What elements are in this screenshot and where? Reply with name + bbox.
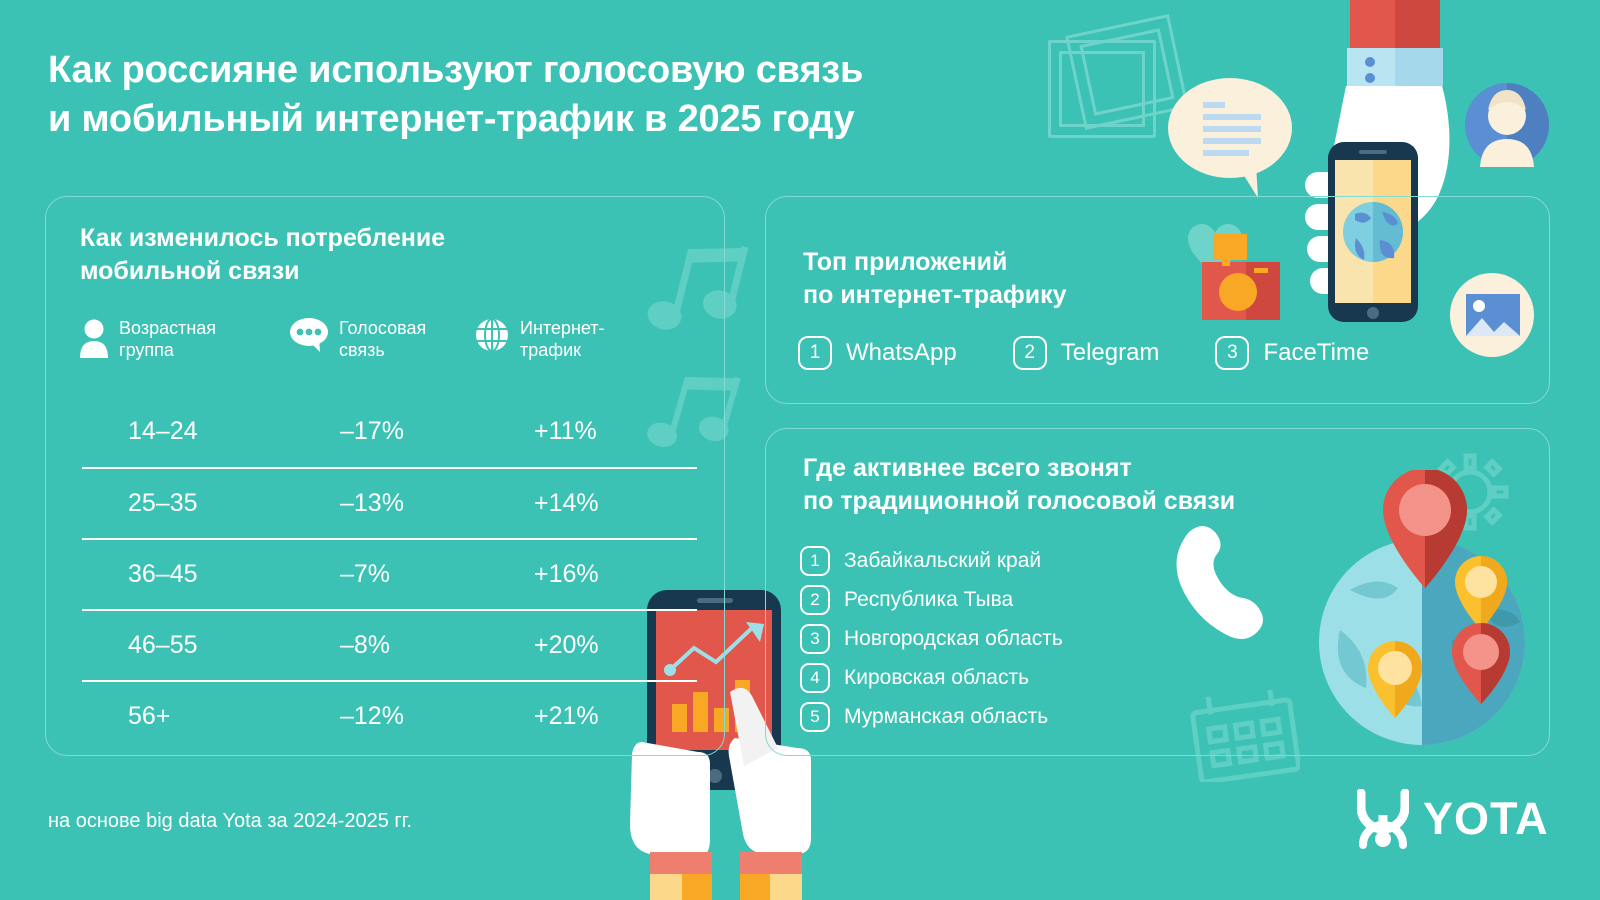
rank-badge: 3 bbox=[1215, 336, 1250, 370]
table-row: 25–35 –13% +14% bbox=[82, 467, 697, 538]
page-title-line-1: Как россияне используют голосовую связь bbox=[48, 49, 864, 91]
region-name: Республика Тыва bbox=[844, 587, 1014, 611]
column-header-net: Интернет- трафик bbox=[475, 318, 605, 362]
rank-badge: 1 bbox=[798, 336, 832, 370]
cell-voice: –7% bbox=[340, 560, 391, 588]
photo-frame-outline-icon bbox=[1048, 40, 1156, 138]
region-name: Кировская область bbox=[844, 665, 1030, 689]
app-name: Telegram bbox=[1060, 339, 1160, 366]
rank-badge: 5 bbox=[800, 701, 830, 732]
yota-mark-icon bbox=[1357, 789, 1409, 849]
cell-net: +14% bbox=[534, 489, 599, 517]
consumption-card-title: Как изменилось потребление мобильной свя… bbox=[80, 224, 446, 285]
top-regions-list: 1 Забайкальский край 2 Республика Тыва 3 Новг… bbox=[800, 541, 1063, 736]
speech-bubble-icon bbox=[290, 318, 328, 352]
cell-net: +20% bbox=[534, 631, 599, 659]
cell-voice: –12% bbox=[340, 702, 404, 730]
app-rank-item: 2 Telegram bbox=[1012, 336, 1160, 370]
region-name: Новгородская область bbox=[844, 626, 1063, 650]
cell-age: 46–55 bbox=[128, 631, 198, 659]
cell-age: 25–35 bbox=[128, 489, 198, 517]
top-apps-card-title: Топ приложений по интернет-трафику bbox=[803, 248, 1067, 309]
top-regions-card-title: Где активнее всего звонят по традиционно… bbox=[803, 454, 1236, 515]
table-row: 14–24 –17% +11% bbox=[82, 396, 697, 467]
region-name: Мурманская область bbox=[844, 704, 1049, 728]
column-header-net-label: Интернет- трафик bbox=[520, 318, 605, 360]
region-rank-item: 1 Забайкальский край bbox=[800, 541, 1063, 580]
region-rank-item: 3 Новгородская область bbox=[800, 619, 1063, 658]
app-rank-item: 3 FaceTime bbox=[1215, 336, 1369, 370]
consumption-card bbox=[45, 196, 725, 756]
table-row: 56+ –12% +21% bbox=[82, 680, 697, 751]
top-regions-card bbox=[765, 428, 1550, 756]
cell-net: +16% bbox=[534, 560, 599, 588]
yota-logo: YOTA bbox=[1357, 789, 1549, 849]
region-name: Забайкальский край bbox=[844, 548, 1042, 572]
consumption-table: 14–24 –17% +11% 25–35 –13% +14% 36–45 –7% +16% 46… bbox=[82, 396, 697, 751]
table-row: 36–45 –7% +16% bbox=[82, 538, 697, 609]
table-row: 46–55 –8% +20% bbox=[82, 609, 697, 680]
page-title-line-2: и мобильный интернет-трафик в 2025 году bbox=[48, 97, 855, 140]
app-rank-item: 1 WhatsApp bbox=[798, 336, 957, 370]
table-header-row: Возрастная группа Голосовая связь bbox=[80, 318, 680, 382]
top-apps-list: 1 WhatsApp 2 Telegram 3 FaceTime bbox=[798, 336, 1369, 370]
rank-badge: 2 bbox=[1012, 336, 1047, 370]
rank-badge: 3 bbox=[800, 623, 830, 654]
cell-voice: –13% bbox=[340, 489, 404, 517]
app-name: FaceTime bbox=[1263, 339, 1370, 366]
column-header-voice-label: Голосовая связь bbox=[339, 318, 427, 360]
rank-badge: 2 bbox=[800, 584, 830, 615]
rank-badge: 4 bbox=[800, 662, 830, 693]
photo-frame-tilted-icon bbox=[1065, 14, 1189, 130]
cell-voice: –8% bbox=[340, 631, 391, 659]
column-header-age-label: Возрастная группа bbox=[119, 318, 217, 360]
column-header-age: Возрастная группа bbox=[80, 318, 216, 362]
source-note: на основе big data Yota за 2024-2025 гг. bbox=[48, 810, 413, 832]
cell-age: 56+ bbox=[128, 702, 171, 730]
yota-wordmark: YOTA bbox=[1423, 793, 1549, 844]
region-rank-item: 4 Кировская область bbox=[800, 658, 1063, 697]
region-rank-item: 2 Республика Тыва bbox=[800, 580, 1063, 619]
rank-badge: 1 bbox=[800, 545, 830, 576]
cell-net: +21% bbox=[534, 702, 599, 730]
person-icon bbox=[80, 319, 108, 358]
cell-net: +11% bbox=[534, 417, 597, 445]
top-apps-card bbox=[765, 196, 1550, 404]
cell-age: 36–45 bbox=[128, 560, 198, 588]
app-name: WhatsApp bbox=[846, 339, 957, 366]
region-rank-item: 5 Мурманская область bbox=[800, 697, 1063, 736]
column-header-voice: Голосовая связь bbox=[290, 318, 426, 362]
page-title: Как россияне используют голосовую связь … bbox=[48, 46, 1028, 143]
globe-icon bbox=[476, 318, 508, 352]
cell-age: 14–24 bbox=[128, 417, 198, 445]
cell-voice: –17% bbox=[340, 417, 404, 445]
